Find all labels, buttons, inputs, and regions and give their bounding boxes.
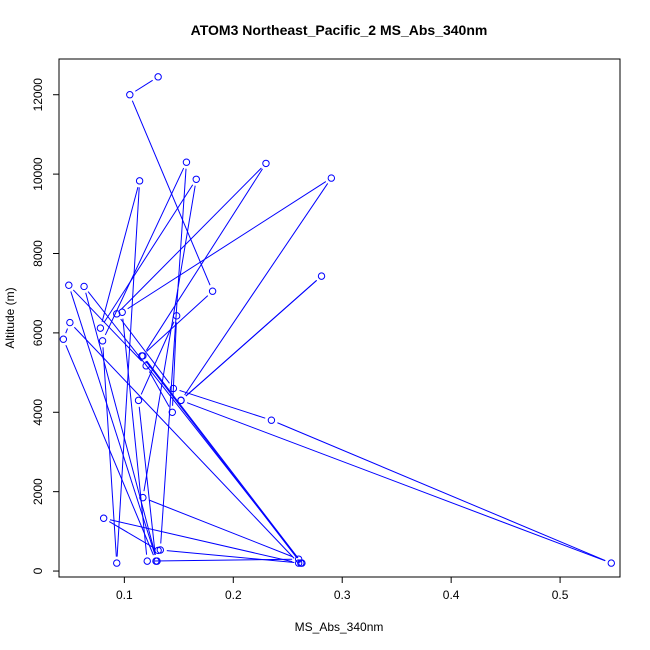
series-segment	[186, 402, 606, 562]
x-tick-label: 0.5	[552, 588, 569, 602]
series-segment	[127, 181, 327, 310]
y-tick-label: 12000	[31, 78, 45, 112]
series-segment	[135, 79, 153, 92]
x-tick-label: 0.1	[116, 588, 133, 602]
series-segment	[153, 558, 293, 562]
y-tick-label: 8000	[31, 240, 45, 267]
x-tick-label: 0.2	[225, 588, 242, 602]
series-segment	[65, 345, 154, 556]
data-point	[139, 493, 147, 502]
series-segment	[140, 321, 175, 395]
series-segment	[166, 550, 295, 564]
y-axis: 0 2000 4000 6000 8000 10000 12000	[31, 78, 60, 574]
y-tick-label: 6000	[31, 319, 45, 346]
data-point	[172, 312, 181, 320]
data-point	[298, 559, 306, 567]
series-segment	[138, 406, 156, 555]
data-point	[135, 177, 144, 185]
series-segment	[184, 183, 329, 396]
series-segment	[109, 519, 293, 563]
series-segment	[160, 168, 187, 544]
series-segment	[277, 422, 606, 562]
data-point	[142, 362, 150, 370]
series-segment	[185, 280, 317, 397]
data-point	[192, 175, 200, 183]
x-tick-label: 0.4	[443, 588, 460, 602]
series-segment	[148, 371, 170, 407]
y-tick-label: 4000	[31, 399, 45, 426]
series-segment	[143, 185, 196, 492]
data-point	[99, 514, 108, 522]
data-point	[113, 310, 121, 318]
data-point	[208, 287, 217, 295]
data-point	[118, 308, 126, 316]
data-point	[113, 559, 121, 567]
y-tick-label: 0	[31, 567, 45, 574]
series-segment	[179, 389, 266, 419]
data-point	[143, 557, 151, 565]
series-segment	[70, 291, 156, 556]
series-segment	[87, 291, 299, 559]
data-point	[65, 281, 73, 289]
y-tick-label: 10000	[31, 157, 45, 191]
series-segment	[103, 184, 194, 323]
series-segment	[148, 499, 293, 558]
y-axis-label: Altitude (m)	[3, 287, 17, 348]
data-point	[98, 337, 107, 345]
series-segment	[104, 167, 185, 336]
series-segment	[109, 521, 153, 548]
series-segment	[131, 100, 211, 286]
data-point	[152, 557, 160, 565]
data-point	[80, 282, 88, 291]
series-segment	[120, 167, 262, 310]
chart-title: ATOM3 Northeast_Pacific_2 MS_Abs_340nm	[191, 22, 488, 38]
series-segment	[120, 318, 170, 384]
data-point	[182, 158, 191, 166]
data-point	[66, 318, 74, 327]
series-segment	[145, 168, 263, 351]
plot-area	[59, 73, 615, 567]
x-axis: 0.1 0.2 0.3 0.4 0.5	[116, 576, 569, 602]
data-point	[262, 159, 270, 168]
data-point	[267, 416, 276, 424]
data-point	[327, 174, 336, 182]
data-point	[126, 91, 134, 99]
series-segment	[102, 347, 117, 557]
data-point	[177, 396, 185, 405]
data-point	[294, 559, 303, 567]
data-point	[134, 396, 143, 405]
data-point	[168, 408, 176, 416]
data-point	[96, 324, 105, 332]
data-point	[169, 384, 178, 393]
series-segment	[146, 295, 209, 352]
y-tick-label: 2000	[31, 478, 45, 505]
data-point	[154, 73, 162, 81]
series-segment	[65, 328, 68, 334]
x-tick-label: 0.3	[334, 588, 351, 602]
data-point	[59, 335, 68, 343]
data-point	[154, 546, 162, 555]
series-segment	[85, 292, 156, 555]
series-segment	[146, 360, 299, 559]
data-point	[139, 352, 147, 360]
data-point	[317, 272, 326, 280]
data-point	[607, 559, 615, 567]
series-segment	[72, 289, 143, 362]
series-segment	[74, 326, 295, 559]
x-axis-label: MS_Abs_340nm	[295, 620, 384, 634]
series-segment	[101, 187, 139, 322]
plot-frame	[58, 58, 621, 578]
